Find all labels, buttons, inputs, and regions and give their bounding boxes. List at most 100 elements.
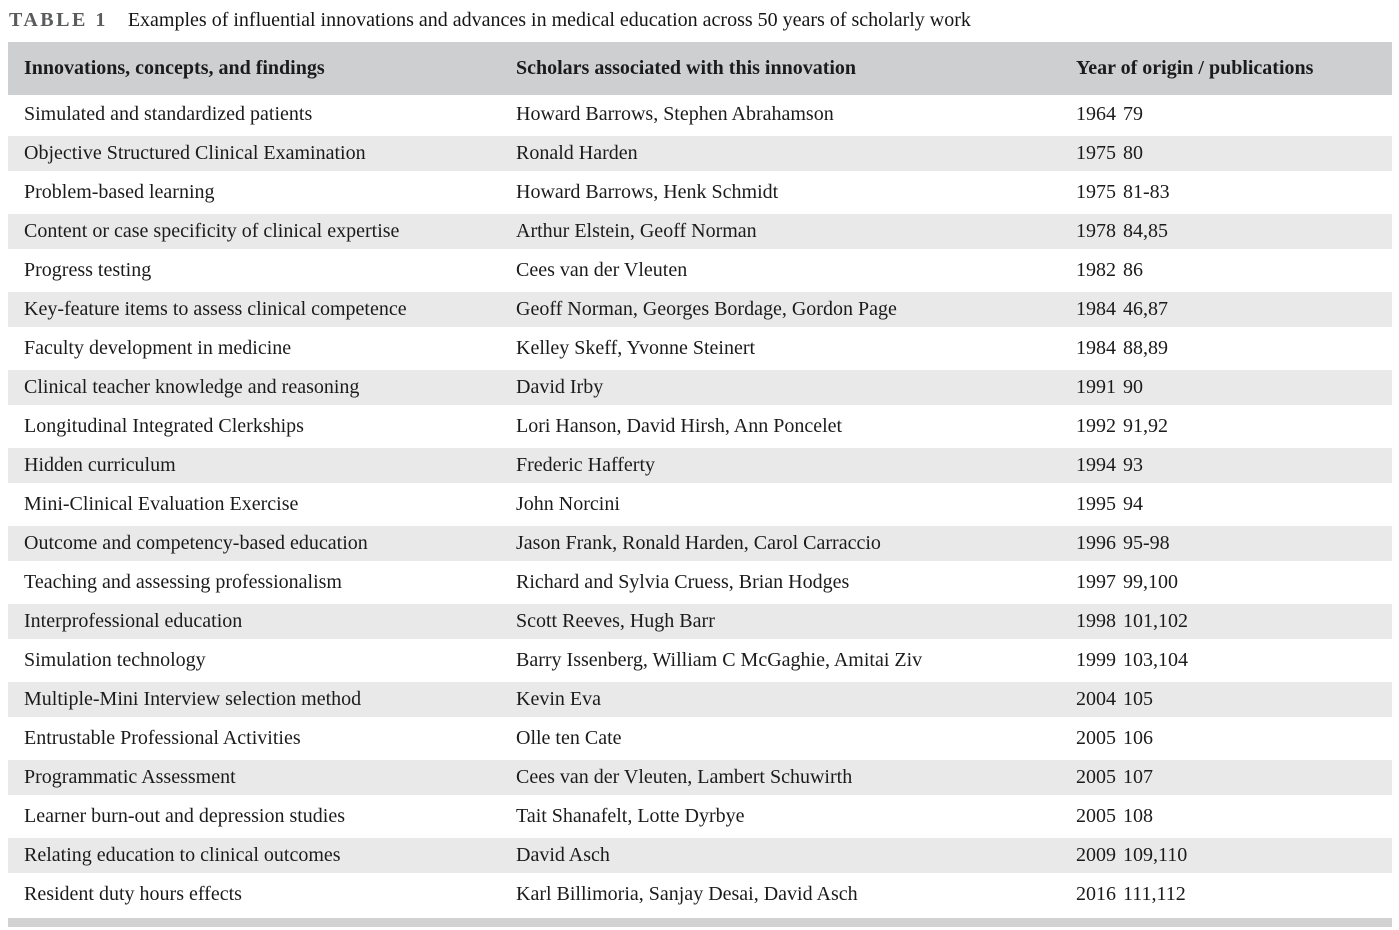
- year-cell: 1991 90: [1076, 376, 1392, 399]
- year-value: 1998: [1076, 610, 1116, 632]
- year-cell: 1997 99,100: [1076, 571, 1392, 594]
- reference-numbers: 46,87: [1123, 298, 1168, 320]
- table-row: Faculty development in medicine Kelley S…: [8, 329, 1392, 368]
- table-row: Key-feature items to assess clinical com…: [8, 290, 1392, 329]
- year-cell: 1996 95-98: [1076, 532, 1392, 555]
- year-value: 1975: [1076, 181, 1116, 203]
- reference-numbers: 88,89: [1123, 337, 1168, 359]
- table-row: Content or case specificity of clinical …: [8, 212, 1392, 251]
- table-row: Teaching and assessing professionalism R…: [8, 563, 1392, 602]
- innovation-cell: Programmatic Assessment: [24, 766, 236, 788]
- scholars-cell: David Irby: [516, 376, 604, 398]
- reference-numbers: 79: [1123, 103, 1143, 125]
- scholars-cell: Arthur Elstein, Geoff Norman: [516, 220, 757, 242]
- table-caption-text: Examples of influential innovations and …: [127, 9, 971, 31]
- table-number-label: TABLE 1: [9, 9, 108, 31]
- year-cell: 1999 103,104: [1076, 649, 1392, 672]
- scholars-cell: Scott Reeves, Hugh Barr: [516, 610, 715, 632]
- scholars-cell: Geoff Norman, Georges Bordage, Gordon Pa…: [516, 298, 897, 320]
- header-scholars: Scholars associated with this innovation: [516, 57, 857, 79]
- year-value: 1996: [1076, 532, 1116, 554]
- reference-numbers: 105: [1123, 688, 1153, 710]
- reference-numbers: 103,104: [1123, 649, 1188, 671]
- scholars-cell: Jason Frank, Ronald Harden, Carol Carrac…: [516, 532, 881, 554]
- year-cell: 1995 94: [1076, 493, 1392, 516]
- reference-numbers: 90: [1123, 376, 1143, 398]
- reference-numbers: 108: [1123, 805, 1153, 827]
- year-cell: 2005 107: [1076, 766, 1392, 789]
- table-row: Simulation technology Barry Issenberg, W…: [8, 641, 1392, 680]
- reference-numbers: 80: [1123, 142, 1143, 164]
- table-row: Simulated and standardized patients Howa…: [8, 95, 1392, 134]
- reference-numbers: 95-98: [1123, 532, 1170, 554]
- innovation-cell: Entrustable Professional Activities: [24, 727, 301, 749]
- innovation-cell: Content or case specificity of clinical …: [24, 220, 400, 242]
- table-row: Multiple-Mini Interview selection method…: [8, 680, 1392, 719]
- year-value: 1978: [1076, 220, 1116, 242]
- year-cell: 1978 84,85: [1076, 220, 1392, 243]
- scholars-cell: Richard and Sylvia Cruess, Brian Hodges: [516, 571, 850, 593]
- scholars-cell: Ronald Harden: [516, 142, 638, 164]
- year-cell: 2005 106: [1076, 727, 1392, 750]
- scholars-cell: Olle ten Cate: [516, 727, 622, 749]
- table-row: Programmatic Assessment Cees van der Vle…: [8, 758, 1392, 797]
- innovation-cell: Multiple-Mini Interview selection method: [24, 688, 362, 710]
- innovation-cell: Simulation technology: [24, 649, 206, 671]
- table-caption: TABLE 1 Examples of influential innovatio…: [0, 0, 1399, 42]
- year-cell: 1984 46,87: [1076, 298, 1392, 321]
- table-row: Entrustable Professional Activities Olle…: [8, 719, 1392, 758]
- scholars-cell: Kelley Skeff, Yvonne Steinert: [516, 337, 756, 359]
- reference-numbers: 107: [1123, 766, 1153, 788]
- table-row: Relating education to clinical outcomes …: [8, 836, 1392, 875]
- year-value: 1964: [1076, 103, 1116, 125]
- reference-numbers: 93: [1123, 454, 1143, 476]
- reference-numbers: 86: [1123, 259, 1143, 281]
- innovation-cell: Teaching and assessing professionalism: [24, 571, 342, 593]
- reference-numbers: 101,102: [1123, 610, 1188, 632]
- scholars-cell: Frederic Hafferty: [516, 454, 656, 476]
- year-cell: 2009 109,110: [1076, 844, 1392, 867]
- scholars-cell: Kevin Eva: [516, 688, 601, 710]
- innovation-cell: Progress testing: [24, 259, 152, 281]
- table-row: Progress testing Cees van der Vleuten 19…: [8, 251, 1392, 290]
- table-row: Problem-based learning Howard Barrows, H…: [8, 173, 1392, 212]
- reference-numbers: 106: [1123, 727, 1153, 749]
- table-row: Learner burn-out and depression studies …: [8, 797, 1392, 836]
- table-row: Objective Structured Clinical Examinatio…: [8, 134, 1392, 173]
- year-cell: 1975 81-83: [1076, 181, 1392, 204]
- scholars-cell: Barry Issenberg, William C McGaghie, Ami…: [516, 649, 923, 671]
- scholars-cell: Howard Barrows, Stephen Abrahamson: [516, 103, 834, 125]
- header-innovations: Innovations, concepts, and findings: [24, 57, 325, 79]
- year-value: 2016: [1076, 883, 1116, 905]
- year-cell: 1992 91,92: [1076, 415, 1392, 438]
- year-cell: 1994 93: [1076, 454, 1392, 477]
- innovation-cell: Key-feature items to assess clinical com…: [24, 298, 407, 320]
- table-row: Clinical teacher knowledge and reasoning…: [8, 368, 1392, 407]
- year-value: 1995: [1076, 493, 1116, 515]
- scholars-cell: Karl Billimoria, Sanjay Desai, David Asc…: [516, 883, 858, 905]
- scholars-cell: Tait Shanafelt, Lotte Dyrbye: [516, 805, 745, 827]
- year-cell: 2004 105: [1076, 688, 1392, 711]
- table-body: Simulated and standardized patients Howa…: [8, 95, 1392, 914]
- year-value: 2005: [1076, 766, 1116, 788]
- year-cell: 2005 108: [1076, 805, 1392, 828]
- year-value: 1992: [1076, 415, 1116, 437]
- reference-numbers: 84,85: [1123, 220, 1168, 242]
- table-row: Interprofessional education Scott Reeves…: [8, 602, 1392, 641]
- innovation-cell: Longitudinal Integrated Clerkships: [24, 415, 304, 437]
- year-value: 1984: [1076, 337, 1116, 359]
- scholars-cell: Cees van der Vleuten, Lambert Schuwirth: [516, 766, 853, 788]
- year-cell: 2016 111,112: [1076, 883, 1392, 906]
- reference-numbers: 109,110: [1123, 844, 1188, 866]
- innovation-cell: Learner burn-out and depression studies: [24, 805, 346, 827]
- reference-numbers: 81-83: [1123, 181, 1170, 203]
- table-row: Longitudinal Integrated Clerkships Lori …: [8, 407, 1392, 446]
- innovation-cell: Faculty development in medicine: [24, 337, 292, 359]
- year-value: 1984: [1076, 298, 1116, 320]
- innovation-cell: Outcome and competency-based education: [24, 532, 368, 554]
- year-value: 2004: [1076, 688, 1116, 710]
- header-year: Year of origin / publications: [1076, 57, 1314, 79]
- innovation-cell: Resident duty hours effects: [24, 883, 242, 905]
- table-row: Mini-Clinical Evaluation Exercise John N…: [8, 485, 1392, 524]
